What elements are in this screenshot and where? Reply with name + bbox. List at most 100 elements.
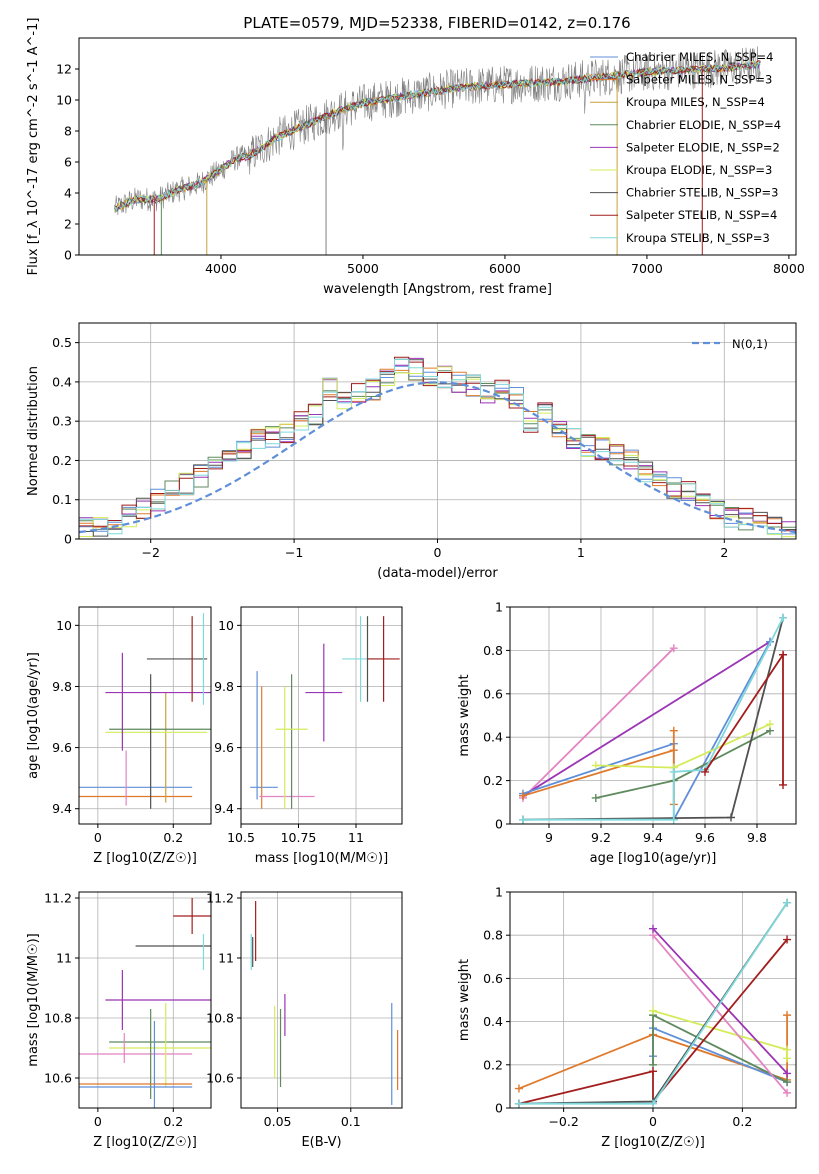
y-tick-label: 9.6 xyxy=(52,740,72,755)
y-tick-label: 2 xyxy=(64,217,72,232)
y-axis-label: mass [log10(M/M☉)] xyxy=(26,933,41,1066)
y-tick-label: 10.6 xyxy=(206,1071,234,1086)
y-tick-label: 0.8 xyxy=(483,928,503,943)
x-tick-label: 9.8 xyxy=(747,830,767,845)
series-point xyxy=(783,1088,792,1097)
grid xyxy=(79,607,211,824)
y-tick-label: 9.4 xyxy=(52,801,72,816)
series-point xyxy=(519,791,527,800)
x-tick-label: 0 xyxy=(94,830,102,845)
x-axis-label: mass [log10(M/M☉)] xyxy=(255,851,388,866)
series-point xyxy=(669,767,678,776)
x-tick-label: 8000 xyxy=(773,261,805,276)
model-spectrum-cSTE xyxy=(114,61,761,212)
y-tick-label: 0 xyxy=(495,1101,503,1116)
axes-frame xyxy=(240,891,403,1109)
series-point xyxy=(649,1099,657,1108)
x-tick-label: 0 xyxy=(94,1114,102,1129)
y-tick-label: 0.4 xyxy=(483,1014,503,1029)
grid xyxy=(510,607,796,824)
y-tick-label: 9.8 xyxy=(214,679,234,694)
y-tick-label: 11 xyxy=(56,951,72,966)
series-point xyxy=(514,1084,523,1093)
x-tick-label: 0.2 xyxy=(163,830,183,845)
x-tick-label: 0.1 xyxy=(341,1114,361,1129)
series-point xyxy=(591,761,600,770)
y-tick-label: 0.6 xyxy=(483,686,503,701)
y-tick-label: 10.8 xyxy=(206,1011,234,1026)
grid xyxy=(79,323,796,539)
x-tick-label: −2 xyxy=(141,545,159,560)
axes-frame xyxy=(78,891,212,1109)
x-tick-label: 9.2 xyxy=(591,830,611,845)
legend-label: Kroupa ELODIE, N_SSP=3 xyxy=(626,163,772,177)
y-tick-label: 6 xyxy=(64,155,72,170)
grid xyxy=(241,607,402,824)
series-point xyxy=(779,650,787,659)
plot-area xyxy=(79,892,211,1108)
x-axis-label: E(B-V) xyxy=(301,1135,341,1150)
y-tick-label: 11.2 xyxy=(44,891,72,906)
plot-area xyxy=(114,46,761,255)
plot-area xyxy=(510,892,796,1108)
y-axis-label: mass weight xyxy=(457,959,472,1041)
y-tick-label: 9.4 xyxy=(214,801,234,816)
series-point xyxy=(514,1099,523,1108)
axes-frame xyxy=(509,606,797,825)
series-point xyxy=(519,815,527,824)
legend-label: Salpeter STELIB, N_SSP=4 xyxy=(626,208,777,222)
x-axis-label: (data-model)/error xyxy=(377,566,498,581)
series-line-sELO xyxy=(522,640,771,797)
x-tick-label: 11 xyxy=(348,830,364,845)
axes-frame xyxy=(78,322,797,540)
y-tick-label: 0 xyxy=(64,532,72,547)
x-axis-label: Z [log10(Z/Z☉)] xyxy=(601,1135,705,1150)
series-point xyxy=(669,746,678,755)
y-tick-label: 0.4 xyxy=(52,374,72,389)
y-axis-label: age [log10(age/yr)] xyxy=(26,652,41,779)
y-tick-label: 10.6 xyxy=(44,1071,72,1086)
series-point xyxy=(783,1011,792,1020)
figure-title: PLATE=0579, MJD=52338, FIBERID=0142, z=0… xyxy=(243,14,630,32)
y-tick-label: 0.4 xyxy=(483,730,503,745)
legend-label: Chabrier STELIB, N_SSP=3 xyxy=(626,186,778,200)
series-point xyxy=(727,813,735,822)
series-line-pink xyxy=(652,934,788,1094)
legend-label: Kroupa MILES, N_SSP=4 xyxy=(626,95,765,109)
x-tick-label: 1 xyxy=(577,545,585,560)
x-tick-label: 7000 xyxy=(631,261,663,276)
x-tick-label: 0 xyxy=(434,545,442,560)
legend-label: Chabrier MILES, N_SSP=4 xyxy=(626,50,773,64)
grid xyxy=(241,892,402,1108)
x-tick-label: 6000 xyxy=(489,261,521,276)
legend-label: N(0,1) xyxy=(732,337,768,351)
grid xyxy=(79,892,211,1108)
age-vs-metallicity-panel: 0 0.2 9.4 9.6 9.8 10 Z [log10(Z/Z☉)] age [log10… xyxy=(26,606,212,866)
model-spectrum-sSTE xyxy=(114,60,761,209)
series-point xyxy=(649,924,657,933)
x-tick-label: 5000 xyxy=(347,261,379,276)
series-line-sSTE xyxy=(518,938,788,1105)
x-tick-label: 0 xyxy=(649,1114,657,1129)
axes-frame xyxy=(509,891,797,1109)
age-vs-mass-panel: 10.5 10.75 11 9.4 9.6 9.8 10 mass [log10(M/M☉)] xyxy=(214,606,403,866)
series-line-pink xyxy=(522,647,675,799)
y-axis-label: mass weight xyxy=(457,674,472,756)
legend-label: Salpeter MILES, N_SSP=3 xyxy=(626,73,772,87)
plot-area xyxy=(79,323,796,539)
series-point xyxy=(783,935,792,944)
plot-area xyxy=(241,892,402,1108)
series-point xyxy=(591,793,600,802)
massweight-vs-metallicity-panel: −0.2 0 0.2 0 0.2 0.4 0.6 0.8 1 Z [log10(Z/Z☉)] mas… xyxy=(457,885,797,1150)
y-tick-label: 0.2 xyxy=(483,773,503,788)
y-tick-label: 9.8 xyxy=(52,679,72,694)
legend-label: Chabrier ELODIE, N_SSP=4 xyxy=(626,118,781,132)
series-point xyxy=(649,1006,657,1015)
y-tick-label: 10 xyxy=(218,618,234,633)
x-tick-label: 0.2 xyxy=(163,1114,183,1129)
y-tick-label: 9.6 xyxy=(214,740,234,755)
model-spectrum-kSTE xyxy=(114,60,761,212)
y-tick-label: 10.8 xyxy=(44,1011,72,1026)
legend-label: Kroupa STELIB, N_SSP=3 xyxy=(626,231,770,245)
series-point xyxy=(783,1045,792,1054)
